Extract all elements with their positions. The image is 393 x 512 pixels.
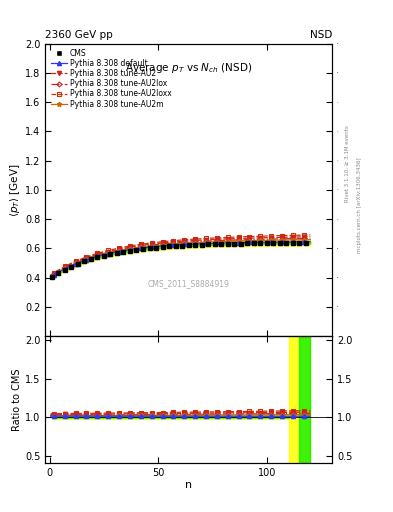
Text: CMS_2011_S8884919: CMS_2011_S8884919	[148, 279, 230, 288]
Text: 2360 GeV pp: 2360 GeV pp	[45, 30, 113, 40]
Text: mcplots.cern.ch [arXiv:1306.3436]: mcplots.cern.ch [arXiv:1306.3436]	[357, 157, 362, 252]
Y-axis label: Ratio to CMS: Ratio to CMS	[12, 369, 22, 431]
X-axis label: n: n	[185, 480, 192, 489]
Y-axis label: $\langle p_T \rangle$ [GeV]: $\langle p_T \rangle$ [GeV]	[8, 163, 22, 217]
Text: NSD: NSD	[310, 30, 332, 40]
Text: Rivet 3.1.10, ≥ 3.1M events: Rivet 3.1.10, ≥ 3.1M events	[345, 125, 350, 202]
Legend: CMS, Pythia 8.308 default, Pythia 8.308 tune-AU2, Pythia 8.308 tune-AU2lox, Pyth: CMS, Pythia 8.308 default, Pythia 8.308 …	[49, 47, 173, 110]
Text: Average $p_T$ vs $N_{ch}$ (NSD): Average $p_T$ vs $N_{ch}$ (NSD)	[125, 61, 252, 75]
